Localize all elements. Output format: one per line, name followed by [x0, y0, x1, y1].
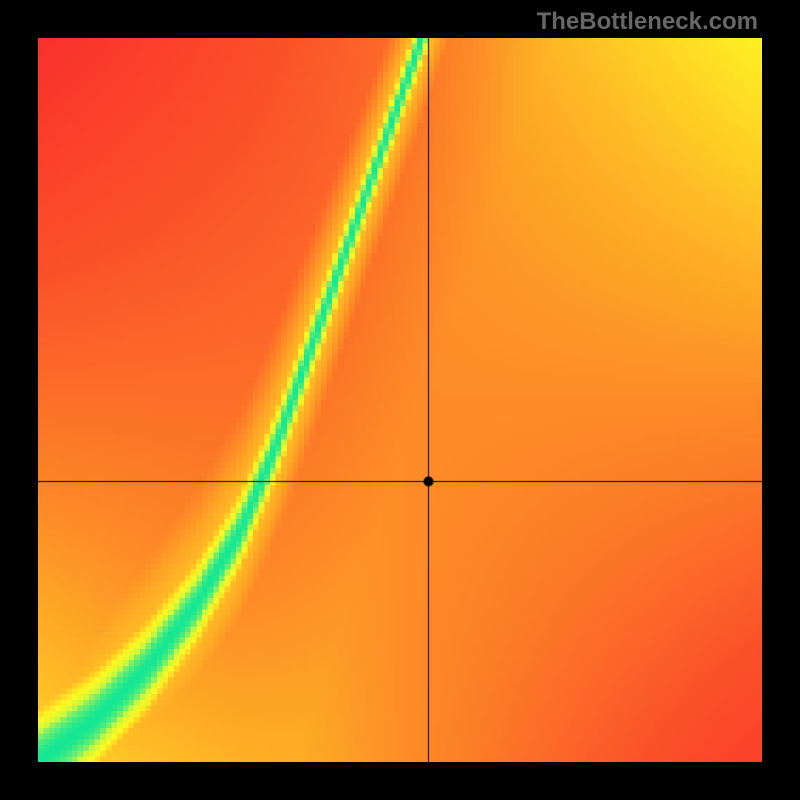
crosshair-overlay: [38, 38, 762, 762]
watermark-text: TheBottleneck.com: [537, 8, 758, 36]
chart-container: TheBottleneck.com: [0, 0, 800, 800]
